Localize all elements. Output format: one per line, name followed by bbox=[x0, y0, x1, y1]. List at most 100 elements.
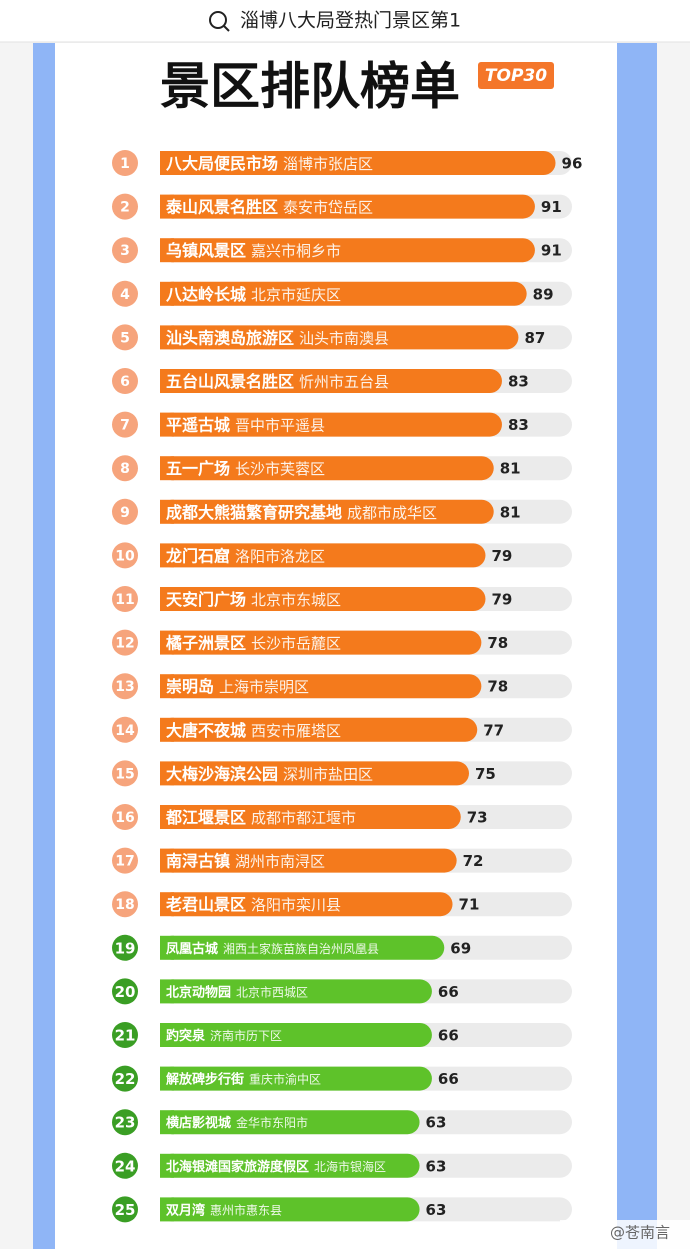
location: 上海市崇明区 bbox=[219, 678, 309, 696]
value-label: 69 bbox=[450, 939, 471, 957]
bar bbox=[160, 1197, 420, 1222]
row-label: 双月湾 惠州市惠东县 bbox=[166, 1202, 282, 1218]
rank: 25 bbox=[115, 1201, 136, 1219]
location: 晋中市平遥县 bbox=[235, 416, 325, 434]
location: 深圳市盐田区 bbox=[283, 765, 373, 783]
bar bbox=[160, 935, 445, 960]
search-bar[interactable] bbox=[0, 0, 690, 42]
watermark-bg bbox=[560, 1220, 690, 1249]
row-label: 八达岭长城 北京市延庆区 bbox=[165, 284, 341, 303]
search-icon bbox=[223, 25, 230, 32]
rank: 17 bbox=[115, 854, 134, 870]
bar-left bbox=[160, 543, 174, 568]
bar-left bbox=[160, 979, 174, 1004]
rank: 8 bbox=[120, 461, 130, 477]
rank: 22 bbox=[115, 1070, 136, 1088]
rank-badge bbox=[112, 280, 138, 307]
location: 西安市雁塔区 bbox=[251, 721, 341, 739]
bar bbox=[160, 848, 457, 873]
location: 长沙市芙蓉区 bbox=[235, 460, 325, 478]
location: 成都市成华区 bbox=[347, 503, 437, 521]
location: 惠州市惠东县 bbox=[210, 1202, 282, 1217]
name: 五一广场 bbox=[166, 459, 230, 478]
rank: 9 bbox=[120, 505, 130, 521]
row-label: 老君山景区 洛阳市栾川县 bbox=[165, 895, 341, 914]
row-label: 大梅沙海滨公园 深圳市盐田区 bbox=[166, 764, 373, 783]
bar bbox=[160, 674, 482, 699]
bar bbox=[160, 1023, 432, 1047]
bar bbox=[160, 412, 502, 437]
row-label: 凤凰古城 湘西土家族苗族自治州凤凰县 bbox=[166, 940, 379, 956]
value-label: 63 bbox=[426, 1114, 447, 1132]
name: 双月湾 bbox=[166, 1202, 205, 1218]
value-label: 79 bbox=[491, 591, 512, 609]
name: 趵突泉 bbox=[166, 1028, 206, 1044]
bar bbox=[160, 1110, 420, 1135]
location: 淄博市张店区 bbox=[283, 155, 373, 173]
rank-badge bbox=[112, 542, 138, 569]
bar bbox=[160, 1066, 432, 1091]
row-label: 八大局便民市场 淄博市张店区 bbox=[165, 154, 373, 173]
value-label: 72 bbox=[463, 852, 484, 870]
rank-badge bbox=[112, 1152, 138, 1179]
rank: 15 bbox=[115, 766, 134, 782]
value-label: 66 bbox=[438, 1027, 459, 1045]
location: 金华市东阳市 bbox=[236, 1115, 308, 1130]
name: 八达岭长城 bbox=[165, 284, 246, 303]
rank-badge bbox=[112, 193, 138, 220]
value-label: 81 bbox=[500, 460, 521, 478]
row-label: 成都大熊猫繁育研究基地 成都市成华区 bbox=[166, 502, 437, 521]
rank-badge bbox=[112, 368, 138, 394]
name: 凤凰古城 bbox=[166, 940, 218, 956]
bar-left bbox=[160, 674, 174, 699]
row-label: 平遥古城 晋中市平遥县 bbox=[166, 415, 325, 434]
rank: 11 bbox=[115, 592, 134, 608]
value-label: 96 bbox=[562, 155, 583, 173]
rank-badge bbox=[112, 498, 138, 525]
bar-left bbox=[160, 630, 174, 655]
name: 乌镇风景区 bbox=[166, 241, 246, 260]
row-label: 泰山风景名胜区 泰安市岱岳区 bbox=[165, 197, 373, 216]
bar-left bbox=[160, 1197, 174, 1222]
row-label: 北京动物园 北京市西城区 bbox=[166, 984, 308, 1000]
bar bbox=[160, 892, 453, 917]
name: 横店影视城 bbox=[166, 1115, 231, 1131]
row-label: 趵突泉 济南市历下区 bbox=[166, 1028, 282, 1044]
bar bbox=[160, 805, 461, 829]
bar bbox=[160, 369, 502, 393]
bar-left bbox=[160, 892, 174, 917]
badge bbox=[478, 62, 554, 89]
search-text[interactable]: 淄博八大局登热门景区第1 bbox=[240, 10, 461, 32]
location: 成都市都江堰市 bbox=[251, 809, 356, 827]
bar-left bbox=[160, 1110, 174, 1135]
value-label: 87 bbox=[524, 329, 545, 347]
bar-left bbox=[160, 717, 174, 742]
badge-text: TOP30 bbox=[485, 66, 547, 86]
location: 北京市延庆区 bbox=[251, 285, 341, 303]
rank-badge bbox=[112, 1065, 138, 1092]
bar-left bbox=[160, 194, 174, 219]
value-label: 91 bbox=[541, 198, 562, 216]
value-label: 78 bbox=[487, 634, 508, 652]
bar-left bbox=[160, 499, 174, 524]
rank-badge bbox=[112, 629, 138, 656]
rank-badge bbox=[112, 455, 138, 482]
value-label: 66 bbox=[438, 983, 459, 1001]
location: 洛阳市洛龙区 bbox=[235, 547, 325, 565]
location: 泰安市岱岳区 bbox=[283, 198, 373, 216]
bar bbox=[160, 630, 482, 655]
location: 汕头市南澳县 bbox=[299, 329, 389, 347]
rank: 20 bbox=[115, 983, 136, 1001]
rank: 1 bbox=[120, 156, 130, 172]
rank-badge bbox=[112, 1022, 138, 1048]
location: 长沙市岳麓区 bbox=[251, 634, 341, 652]
name: 平遥古城 bbox=[166, 415, 230, 434]
location: 重庆市渝中区 bbox=[249, 1071, 321, 1086]
bar bbox=[160, 587, 486, 611]
rank: 13 bbox=[115, 679, 134, 695]
rank: 16 bbox=[115, 810, 134, 826]
bar bbox=[160, 238, 535, 263]
bar bbox=[160, 194, 535, 219]
